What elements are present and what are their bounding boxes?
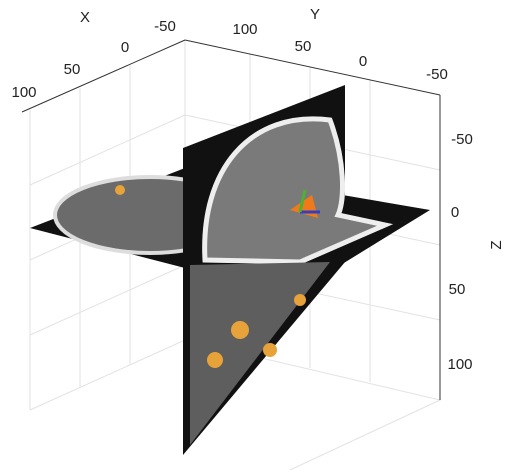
y-tick-label: 100 bbox=[232, 21, 257, 38]
z-tick-label: -50 bbox=[451, 131, 473, 148]
y-tick-label: 0 bbox=[359, 53, 367, 70]
x-tick-label: 0 bbox=[121, 39, 129, 56]
z-tick-label: 100 bbox=[447, 356, 472, 373]
z-axis-label: Z bbox=[488, 240, 505, 249]
y-axis-label: Y bbox=[310, 6, 320, 23]
x-tick-label: 100 bbox=[11, 84, 36, 101]
z-tick-label: 0 bbox=[451, 204, 459, 221]
z-tick-label: 50 bbox=[449, 281, 466, 298]
y-tick-label: -50 bbox=[426, 66, 448, 83]
x-tick-label: -50 bbox=[154, 18, 176, 35]
x-axis-label: X bbox=[80, 9, 90, 26]
volume-view: X 100 50 0 -50 Y 100 50 0 -50 Z -50 0 50 100 bbox=[0, 0, 513, 470]
y-tick-label: 50 bbox=[295, 38, 312, 55]
x-tick-label: 50 bbox=[64, 61, 81, 78]
